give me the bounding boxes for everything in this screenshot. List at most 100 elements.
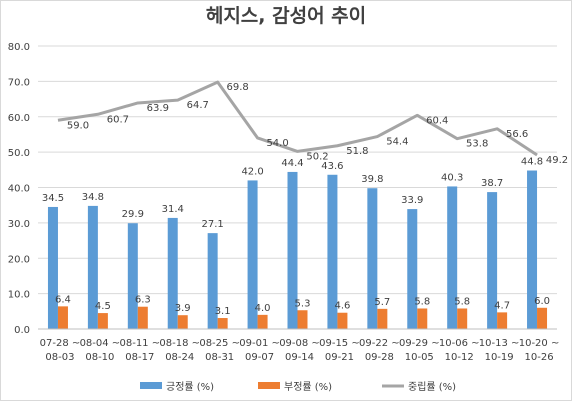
bar: [417, 308, 428, 329]
bar: [87, 205, 98, 329]
x-tick-label: 10-13 ~10-19: [479, 338, 520, 363]
line-data-label: 63.9: [147, 103, 169, 114]
bar-data-label: 29.9: [122, 209, 144, 220]
y-tick-label: 80.0: [8, 42, 30, 53]
legend-swatch: [140, 382, 162, 389]
line-data-label: 51.8: [346, 146, 368, 157]
legend-swatch: [258, 382, 280, 389]
line-data-label: 60.7: [107, 114, 129, 125]
bar-data-label: 5.3: [295, 298, 311, 309]
bar-data-label: 34.8: [82, 192, 104, 203]
bar-data-label: 4.6: [334, 301, 350, 312]
bar: [47, 206, 58, 329]
bar: [287, 171, 298, 329]
bar-data-label: 31.4: [162, 204, 184, 215]
bar-data-label: 3.1: [215, 306, 231, 317]
legend: 긍정률 (%) 부정률 (%) 중립률 (%): [140, 380, 456, 393]
bar-data-label: 6.4: [55, 294, 71, 305]
bar: [457, 308, 468, 329]
bar: [407, 209, 418, 329]
bar: [207, 233, 218, 329]
line-data-label: 50.2: [306, 151, 328, 162]
bar-data-label: 34.5: [42, 193, 64, 204]
bar-data-label: 44.4: [281, 158, 303, 169]
bar: [297, 310, 308, 329]
bar-data-label: 38.7: [481, 178, 503, 189]
series-line: [57, 80, 538, 157]
x-tick-label: 08-11 ~08-17: [119, 338, 160, 363]
line-data-label: 60.4: [426, 115, 448, 126]
bar-data-label: 5.8: [414, 296, 430, 307]
bar: [257, 314, 268, 329]
x-tick-label: 10-06 ~10-12: [439, 338, 480, 363]
x-tick-label: 09-01 ~09-07: [239, 338, 280, 363]
line-data-label: 69.8: [227, 82, 249, 93]
bar: [247, 180, 258, 329]
y-tick-label: 50.0: [8, 148, 30, 159]
bar: [57, 306, 68, 329]
legend-label: 중립률 (%): [408, 380, 456, 393]
y-axis: 0.0 10.0 20.0 30.0 40.0 50.0 60.0 70.0 80.0: [8, 42, 30, 336]
bar: [327, 174, 338, 329]
bar: [167, 217, 178, 329]
x-tick-label: 10-20 ~10-26: [519, 338, 560, 363]
bar: [217, 318, 228, 329]
bar: [377, 308, 388, 329]
x-tick-label: 09-29 ~10-05: [399, 338, 440, 363]
bar-data-label: 40.3: [441, 172, 463, 183]
bar: [487, 192, 498, 329]
bar-data-label: 6.0: [534, 296, 550, 307]
bar-data-label: 6.3: [135, 295, 151, 306]
bar-data-label: 33.9: [401, 195, 423, 206]
y-tick-label: 10.0: [8, 290, 30, 301]
bar-data-label: 5.7: [374, 297, 390, 308]
line-data-label: 56.6: [506, 129, 528, 140]
y-tick-label: 40.0: [8, 184, 30, 195]
line-data-label: 64.7: [187, 100, 209, 111]
bar-data-label: 43.6: [321, 161, 343, 172]
bar-data-label: 4.7: [494, 300, 510, 311]
bar-data-label: 42.0: [241, 166, 263, 177]
line-data-label: 54.0: [266, 138, 288, 149]
legend-label: 부정률 (%): [284, 381, 332, 393]
y-tick-label: 70.0: [8, 77, 30, 88]
bar: [537, 307, 548, 329]
x-tick-label: 08-18 ~08-24: [159, 338, 200, 363]
chart-title: 헤지스, 감성어 추이: [206, 5, 366, 27]
bar-data-label: 39.8: [361, 174, 383, 185]
bar-data-label: 3.9: [175, 303, 191, 314]
y-tick-label: 30.0: [8, 219, 30, 230]
bar: [367, 188, 378, 329]
bar: [527, 170, 538, 329]
x-tick-label: 07-28 ~08-03: [40, 338, 81, 363]
bar: [177, 315, 188, 329]
bar: [337, 312, 348, 329]
bar-data-label: 27.1: [202, 219, 224, 230]
y-tick-label: 60.0: [8, 113, 30, 124]
bar-data-label: 4.0: [255, 303, 271, 314]
bar: [97, 313, 108, 329]
bar: [497, 312, 508, 329]
line-series: [57, 80, 538, 157]
line-data-label: 59.0: [67, 120, 89, 131]
bar: [137, 306, 148, 329]
bar-series: [47, 170, 548, 329]
x-tick-label: 09-15 ~09-21: [319, 338, 360, 363]
bar-data-label: 4.5: [95, 301, 111, 312]
x-tick-label: 08-25 ~08-31: [199, 338, 240, 363]
x-tick-label: 09-22 ~09-28: [359, 338, 400, 363]
bar-data-label: 44.8: [521, 157, 543, 168]
bar: [127, 223, 138, 329]
y-tick-label: 0.0: [14, 325, 30, 336]
line-data-label: 49.2: [546, 155, 568, 166]
legend-label: 긍정률 (%): [166, 381, 214, 393]
y-tick-label: 20.0: [8, 254, 30, 265]
line-data-label: 54.4: [386, 137, 408, 148]
bar: [447, 186, 458, 329]
line-data-label: 53.8: [466, 139, 488, 150]
x-tick-label: 08-04 ~08-10: [80, 338, 121, 363]
x-tick-label: 09-08 ~09-14: [279, 338, 320, 363]
